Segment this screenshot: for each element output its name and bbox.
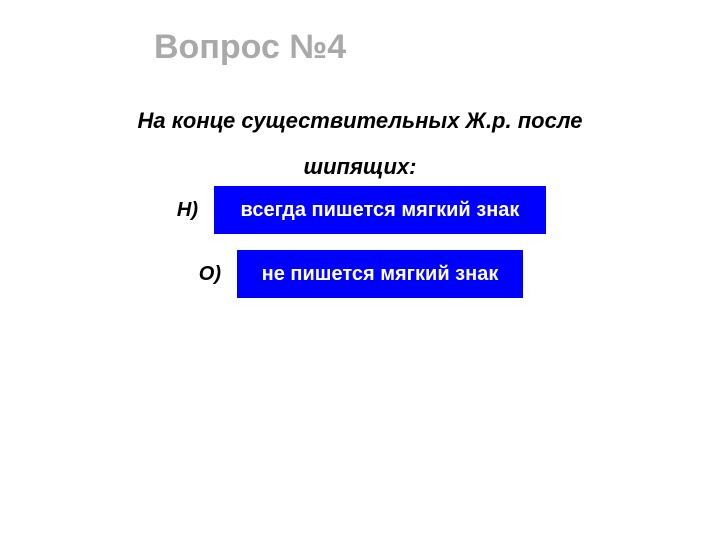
option-row-0: Н) всегда пишется мягкий знак bbox=[0, 186, 720, 234]
question-line-2: шипящих: bbox=[0, 154, 720, 180]
option-row-1: О) не пишется мягкий знак bbox=[0, 250, 720, 298]
option-label-1: О) bbox=[197, 263, 221, 286]
option-box-0[interactable]: всегда пишется мягкий знак bbox=[214, 186, 546, 234]
question-title: Вопрос №4 bbox=[154, 28, 346, 67]
option-box-1[interactable]: не пишется мягкий знак bbox=[237, 250, 523, 298]
option-label-0: Н) bbox=[174, 199, 198, 222]
question-line-1: На конце существительных Ж.р. после bbox=[0, 108, 720, 134]
